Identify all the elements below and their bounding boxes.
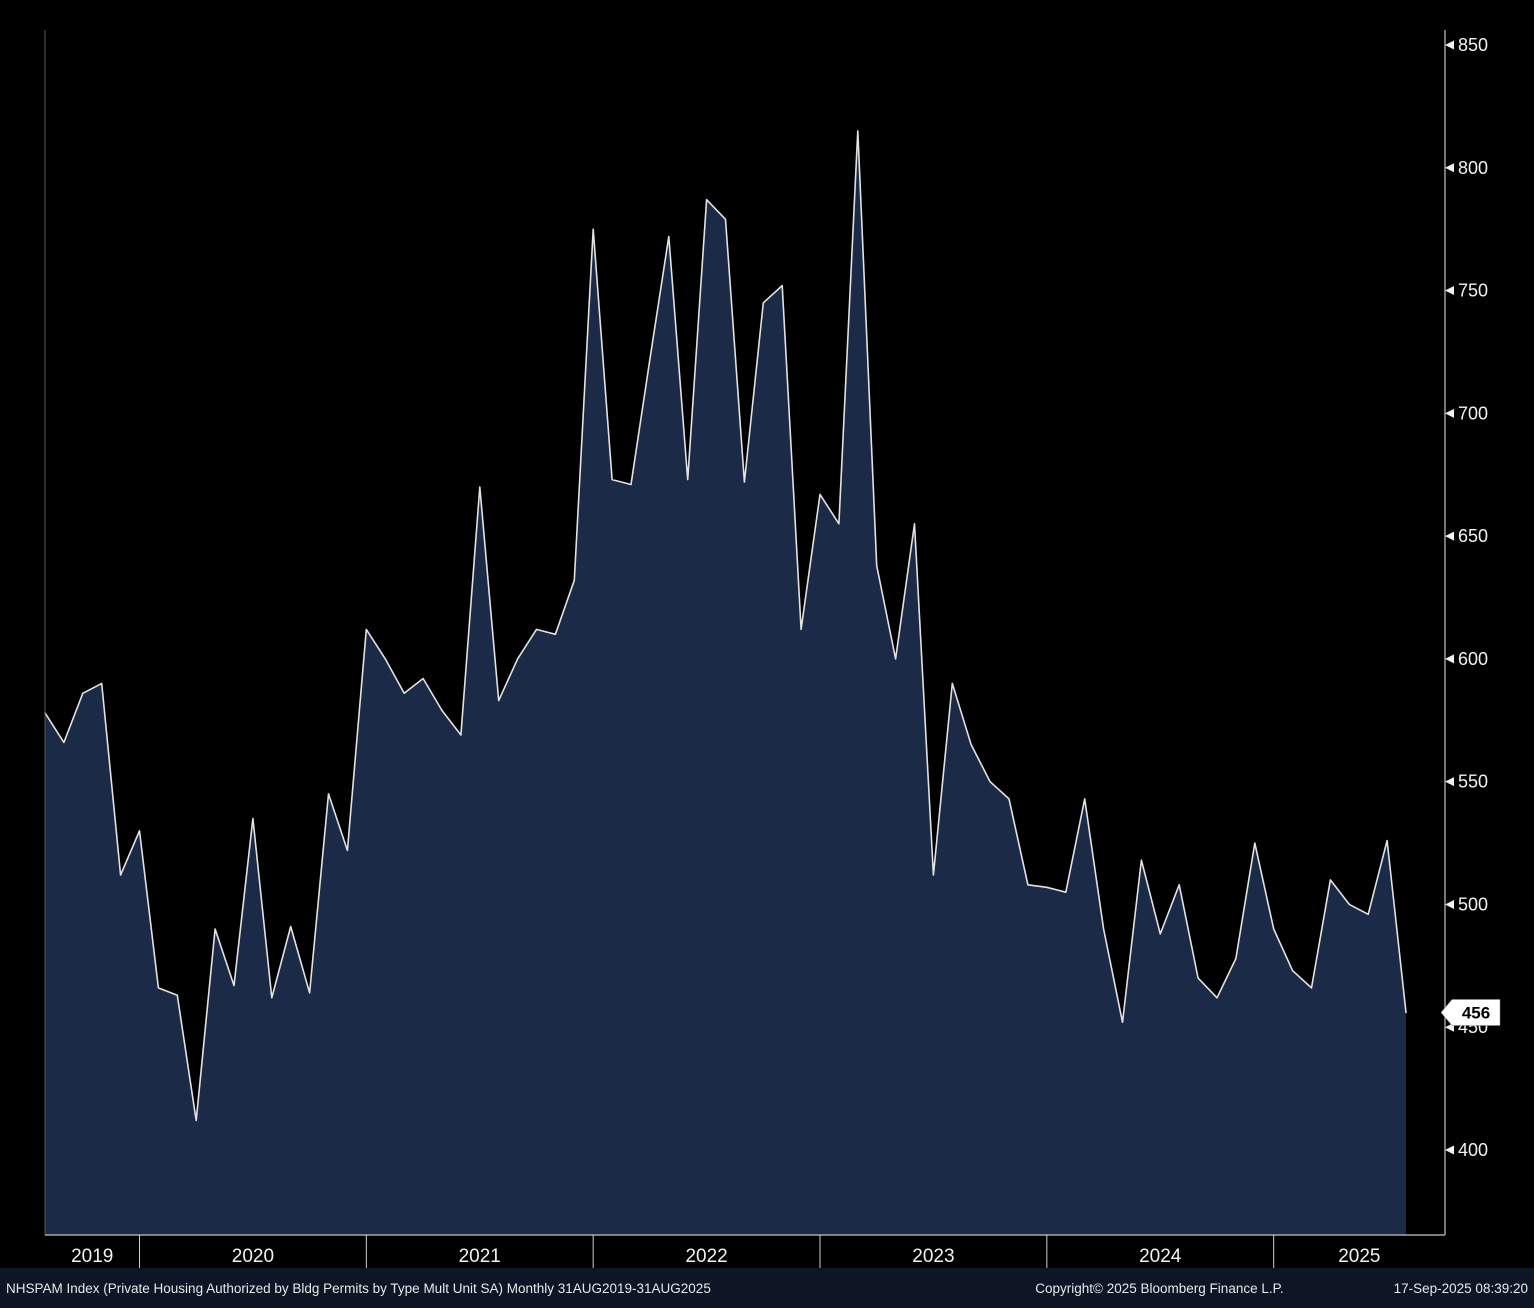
y-tick-label: 500 <box>1458 894 1488 914</box>
y-tick-mark <box>1445 777 1454 787</box>
x-year-label: 2024 <box>1139 1246 1182 1267</box>
last-value-tag-text: 456 <box>1462 1003 1490 1022</box>
y-tick-label: 400 <box>1458 1140 1488 1160</box>
y-tick-mark <box>1445 899 1454 909</box>
y-tick-mark <box>1445 1145 1454 1155</box>
series-area-fill <box>45 130 1406 1235</box>
footer-timestamp: 17-Sep-2025 08:39:20 <box>1393 1280 1528 1296</box>
x-year-label: 2019 <box>71 1246 113 1267</box>
footer-security-description: NHSPAM Index (Private Housing Authorized… <box>6 1280 711 1296</box>
y-tick-label: 800 <box>1458 158 1488 178</box>
y-tick-label: 550 <box>1458 772 1488 792</box>
y-tick-mark <box>1445 163 1454 173</box>
series-line <box>44 130 1407 1122</box>
y-tick-label: 850 <box>1458 35 1488 55</box>
x-year-label: 2022 <box>685 1246 727 1267</box>
x-year-label: 2023 <box>912 1246 954 1267</box>
y-tick-mark <box>1445 40 1454 50</box>
y-tick-mark <box>1445 408 1454 418</box>
y-tick-mark <box>1445 286 1454 296</box>
x-year-label: 2025 <box>1338 1246 1380 1267</box>
x-year-label: 2020 <box>232 1246 274 1267</box>
chart-footer: NHSPAM Index (Private Housing Authorized… <box>0 1268 1534 1308</box>
y-tick-label: 650 <box>1458 526 1488 546</box>
y-tick-label: 700 <box>1458 403 1488 423</box>
last-value-tag <box>1440 999 1501 1026</box>
x-year-label: 2021 <box>459 1246 501 1267</box>
footer-copyright: Copyright© 2025 Bloomberg Finance L.P. <box>1035 1280 1284 1296</box>
y-tick-label: 750 <box>1458 281 1488 301</box>
y-tick-mark <box>1445 654 1454 664</box>
y-tick-mark <box>1445 531 1454 541</box>
y-tick-label: 600 <box>1458 649 1488 669</box>
